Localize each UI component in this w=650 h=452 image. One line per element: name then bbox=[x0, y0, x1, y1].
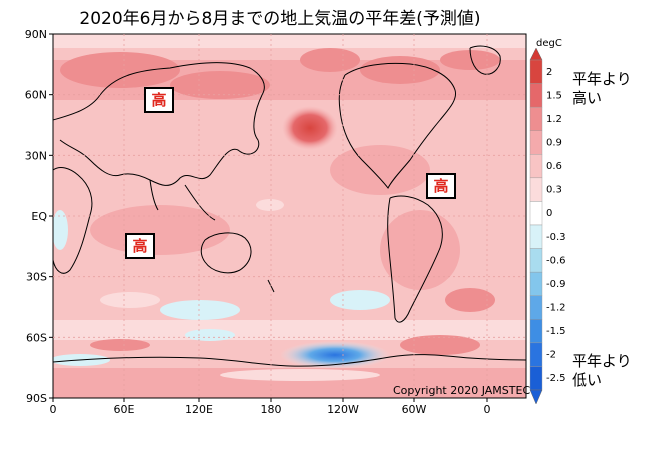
colorbar-swatch bbox=[529, 319, 543, 344]
colorbar: 2 1.5 1.2 0.9 0.6 0.3 0 -0.3 -0.6 -0.9 -1.2 -1.5 -2 -… bbox=[529, 47, 566, 405]
colorbar-tick-label: 0.3 bbox=[546, 185, 562, 196]
longitude-axis: 0 60E 120E 180 120W 60W 0 bbox=[50, 34, 491, 416]
lat-tick-label: 60S bbox=[26, 331, 47, 344]
lon-tick-label: 0 bbox=[484, 403, 491, 416]
colorbar-swatch bbox=[529, 224, 543, 249]
lon-tick-label: 0 bbox=[50, 403, 57, 416]
colorbar-swatch bbox=[529, 130, 543, 155]
colorbar-swatch bbox=[529, 201, 543, 226]
high-marker-atlantic: 高 bbox=[426, 173, 456, 199]
chart-title: 2020年6月から8月までの地上気温の平年差(予測値) bbox=[79, 9, 481, 29]
lat-tick-label: 30S bbox=[26, 271, 47, 284]
colorbar-swatch bbox=[529, 154, 543, 179]
lat-tick-label: EQ bbox=[31, 210, 47, 223]
colorbar-swatch bbox=[529, 83, 543, 108]
lon-tick-label: 60W bbox=[402, 403, 427, 416]
colorbar-tick-label: -0.6 bbox=[546, 255, 566, 266]
colorbar-swatch bbox=[529, 271, 543, 296]
colorbar-tick-label: -2.5 bbox=[546, 373, 566, 384]
colorbar-tick-label: -2 bbox=[546, 350, 556, 361]
lon-tick-label: 180 bbox=[261, 403, 282, 416]
legend-low-note: 平年より 低い bbox=[572, 352, 632, 389]
colorbar-tick-label: 1.2 bbox=[546, 114, 562, 125]
colorbar-swatch bbox=[529, 59, 543, 84]
lat-tick-label: 90S bbox=[26, 392, 47, 405]
colorbar-tick-label: 0.6 bbox=[546, 161, 562, 172]
colorbar-tick-label: 0.9 bbox=[546, 138, 562, 149]
coastlines bbox=[53, 45, 526, 367]
legend-high-note: 平年より 高い bbox=[572, 70, 632, 107]
colorbar-unit: degC bbox=[536, 38, 562, 49]
lon-tick-label: 120W bbox=[327, 403, 359, 416]
colorbar-tick-label: -0.9 bbox=[546, 279, 566, 290]
lat-tick-label: 90N bbox=[25, 28, 47, 41]
colorbar-tick-label: -0.3 bbox=[546, 232, 566, 243]
colorbar-tick-label: -1.5 bbox=[546, 326, 566, 337]
colorbar-tick-label: 1.5 bbox=[546, 90, 562, 101]
lat-tick-label: 60N bbox=[25, 89, 47, 102]
colorbar-swatch bbox=[529, 177, 543, 202]
colorbar-tick-label: 2 bbox=[546, 67, 552, 78]
high-marker-indian-ocean: 高 bbox=[125, 233, 155, 259]
colorbar-tick-label: -1.2 bbox=[546, 303, 566, 314]
colorbar-bottom-arrow bbox=[529, 389, 543, 405]
lon-tick-label: 60E bbox=[114, 403, 135, 416]
colorbar-swatch bbox=[529, 295, 543, 320]
colorbar-swatch bbox=[529, 248, 543, 273]
latitude-axis: 90N 60N 30N EQ 30S 60S 90S bbox=[25, 28, 526, 405]
colorbar-swatch bbox=[529, 342, 543, 367]
lon-tick-label: 120E bbox=[185, 403, 213, 416]
colorbar-top-arrow bbox=[529, 47, 543, 61]
colorbar-swatch bbox=[529, 106, 543, 131]
colorbar-tick-label: 0 bbox=[546, 208, 552, 219]
copyright-text: Copyright 2020 JAMSTEC bbox=[393, 384, 530, 397]
high-marker-north-asia: 高 bbox=[144, 87, 174, 113]
lat-tick-label: 30N bbox=[25, 149, 47, 162]
colorbar-swatch bbox=[529, 366, 543, 391]
